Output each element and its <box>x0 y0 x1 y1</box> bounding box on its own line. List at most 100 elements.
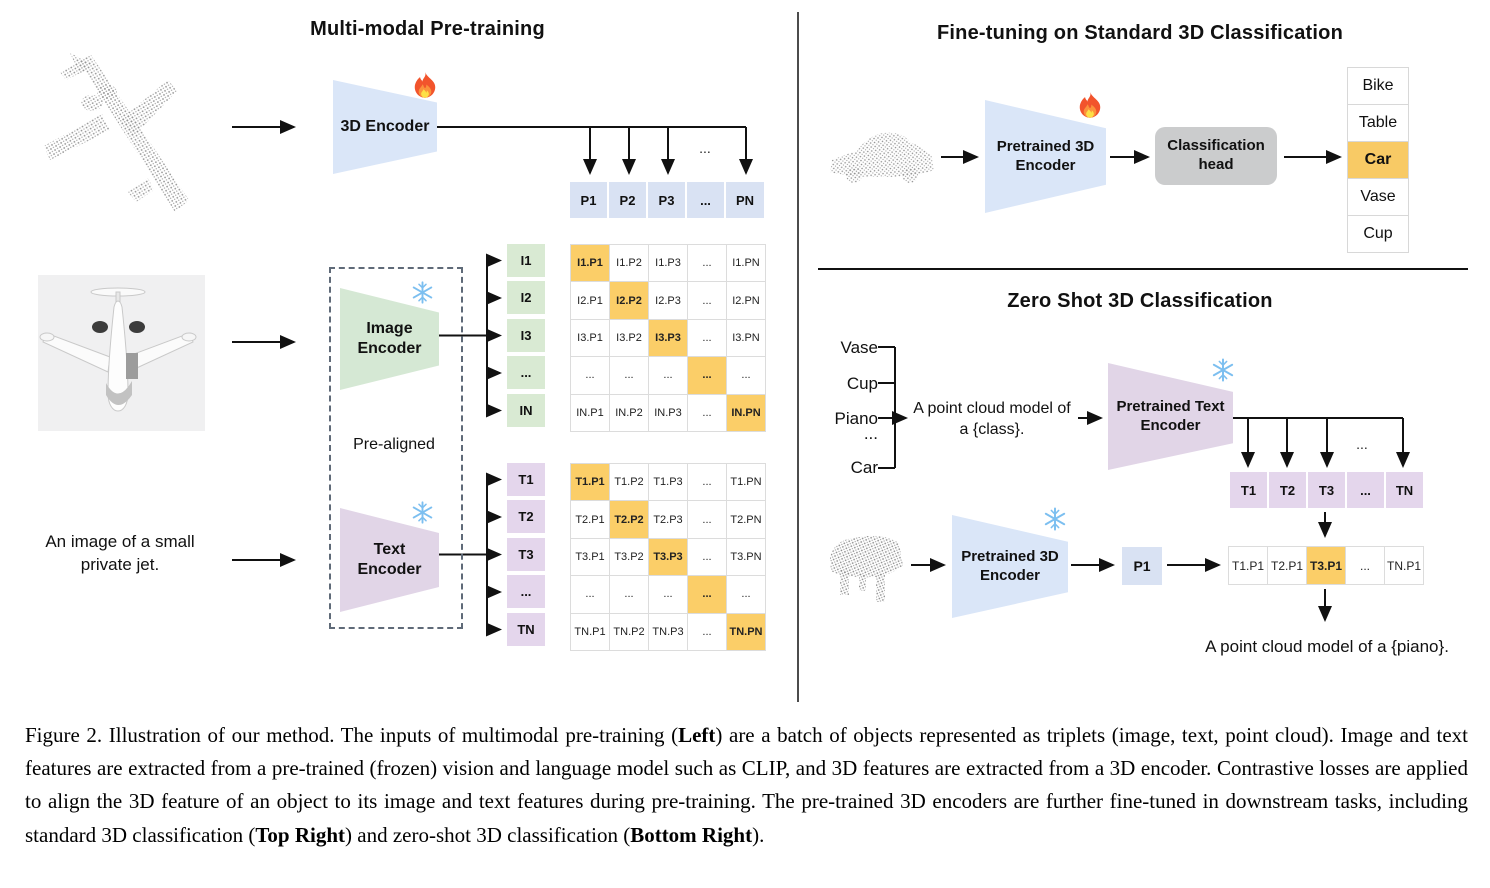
zs-class-label: Cup <box>846 374 878 393</box>
caption-bold: Top Right <box>255 822 346 847</box>
similarity-cell: I1.PN <box>727 245 765 282</box>
similarity-cell-highlighted: I1.P1 <box>571 245 609 282</box>
class-row: Vase <box>1348 179 1408 216</box>
similarity-cell: T1.PN <box>727 464 765 501</box>
encoder-3d-label: 3D Encoder <box>340 118 430 135</box>
figure-caption: Figure 2. Illustration of our method. Th… <box>25 719 1468 852</box>
image-point-similarity-matrix: I1.P1 I1.P2 I1.P3... I1.PN I2.P1 I2.P2 I2.P3..… <box>570 244 766 432</box>
similarity-cell: ... <box>727 576 765 613</box>
p1-feature-cell: P1 <box>1122 547 1162 585</box>
t-feature-cell: T3 <box>507 538 545 571</box>
fire-icon <box>414 71 436 98</box>
similarity-cell: ... <box>610 357 648 394</box>
zs-class-label: Vase <box>840 338 879 357</box>
i-feature-cell: I2 <box>507 281 545 314</box>
similarity-cell: I3.PN <box>727 319 765 357</box>
t-feature-cell: TN <box>1386 472 1423 508</box>
similarity-cell: ... <box>688 501 726 538</box>
similarity-cell-highlighted: I2.P2 <box>610 282 648 319</box>
t-feature-cell: TN <box>507 613 545 646</box>
class-row: Bike <box>1348 68 1408 105</box>
ellipsis-label: ... <box>1356 436 1368 452</box>
similarity-cell-highlighted: T3.P3 <box>649 538 687 576</box>
top-right-section-title: Fine-tuning on Standard 3D Classificatio… <box>936 22 1343 44</box>
caption-text: ) are a batch of objects represented as … <box>25 723 1468 847</box>
similarity-cell: ... <box>610 576 648 613</box>
t-feature-cell: T2 <box>507 500 545 533</box>
similarity-cell: ... <box>688 613 726 650</box>
similarity-cell-highlighted: I3.P3 <box>649 319 687 357</box>
p-feature-cell: P1 <box>570 182 607 218</box>
caption-text: ) and zero-shot 3D classification ( <box>345 822 631 847</box>
i-feature-cell: IN <box>507 394 545 427</box>
zeroshot-result-text: A point cloud model of a {piano}. <box>1205 637 1449 656</box>
similarity-cell: T2.PN <box>727 501 765 538</box>
caption-text: ). <box>752 822 765 847</box>
similarity-cell: T2.P3 <box>649 501 687 538</box>
pre-aligned-box <box>329 267 463 629</box>
similarity-cell: ... <box>571 357 609 394</box>
snowflake-icon <box>412 281 433 304</box>
similarity-cell-highlighted: ... <box>688 576 726 613</box>
zeroshot-similarity-row: T1.P1 T2.P1 T3.P1 ... TN.P1 <box>1228 546 1424 585</box>
snowflake-icon <box>412 501 433 524</box>
similarity-cell: ... <box>688 538 726 576</box>
zs-class-label: Car <box>850 458 878 477</box>
similarity-cell: TN.P3 <box>649 613 687 650</box>
similarity-cell: T3.P2 <box>610 538 648 576</box>
class-list: Bike Table Car Vase Cup <box>1347 67 1409 253</box>
text-prompt: An image of a small private jet. <box>45 532 195 574</box>
t-feature-cell: ... <box>1347 472 1384 508</box>
similarity-cell: TN.P1 <box>1385 547 1423 584</box>
similarity-cell: T2.P1 <box>571 501 609 538</box>
similarity-cell: T1.P1 <box>1229 547 1267 584</box>
similarity-cell: T2.P1 <box>1268 547 1306 584</box>
similarity-cell: IN.P3 <box>649 394 687 431</box>
similarity-cell: TN.P1 <box>571 613 609 650</box>
similarity-cell: I2.P1 <box>571 282 609 319</box>
left-section-title: Multi-modal Pre-training <box>310 18 545 40</box>
caption-text: Figure 2. Illustration of our method. Th… <box>25 723 679 747</box>
caption-bold: Bottom Right <box>630 822 753 847</box>
p-feature-cell: PN <box>726 182 764 218</box>
t-feature-cell: ... <box>507 575 545 608</box>
similarity-cell: I1.P3 <box>649 245 687 282</box>
pretrained-text-encoder: Pretrained Text Encoder <box>1108 363 1233 470</box>
similarity-cell: I3.P1 <box>571 319 609 357</box>
image-encoder-label: Image Encoder <box>357 320 422 357</box>
t-feature-cell: T2 <box>1269 472 1306 508</box>
similarity-cell: TN.P2 <box>610 613 648 650</box>
snowflake-icon <box>1212 358 1234 382</box>
text-point-similarity-matrix: T1.P1 T1.P2 T1.P3... T1.PN T2.P1 T2.P2 T2.P3..… <box>570 463 766 651</box>
jet-image <box>38 275 205 431</box>
similarity-cell: ... <box>727 357 765 394</box>
similarity-cell: ... <box>688 245 726 282</box>
similarity-cell-highlighted: TN.PN <box>727 613 765 650</box>
t-feature-cell: T1 <box>507 463 545 496</box>
i-feature-cell: ... <box>507 356 545 389</box>
similarity-cell: ... <box>649 357 687 394</box>
similarity-cell: ... <box>649 576 687 613</box>
zs-class-label: ... <box>863 424 878 443</box>
similarity-cell-highlighted: T1.P1 <box>571 464 609 501</box>
similarity-cell: I1.P2 <box>610 245 648 282</box>
class-row-highlighted: Car <box>1348 142 1408 179</box>
snowflake-icon <box>1044 507 1066 531</box>
ellipsis-label: ... <box>699 140 711 156</box>
similarity-cell: IN.P1 <box>571 394 609 431</box>
similarity-cell: ... <box>688 282 726 319</box>
similarity-cell: ... <box>571 576 609 613</box>
similarity-cell: T1.P2 <box>610 464 648 501</box>
t-feature-cell: T3 <box>1308 472 1345 508</box>
similarity-cell: ... <box>688 394 726 431</box>
similarity-cell: T1.P3 <box>649 464 687 501</box>
classification-head: Classification head <box>1155 127 1277 185</box>
similarity-cell-highlighted: IN.PN <box>727 394 765 431</box>
i-feature-cell: I3 <box>507 319 545 352</box>
similarity-cell: I2.P3 <box>649 282 687 319</box>
similarity-cell: ... <box>688 319 726 357</box>
similarity-cell: T3.PN <box>727 538 765 576</box>
piano-point-cloud-icon <box>830 535 903 602</box>
bottom-right-section-title: Zero Shot 3D Classification <box>1007 290 1273 312</box>
